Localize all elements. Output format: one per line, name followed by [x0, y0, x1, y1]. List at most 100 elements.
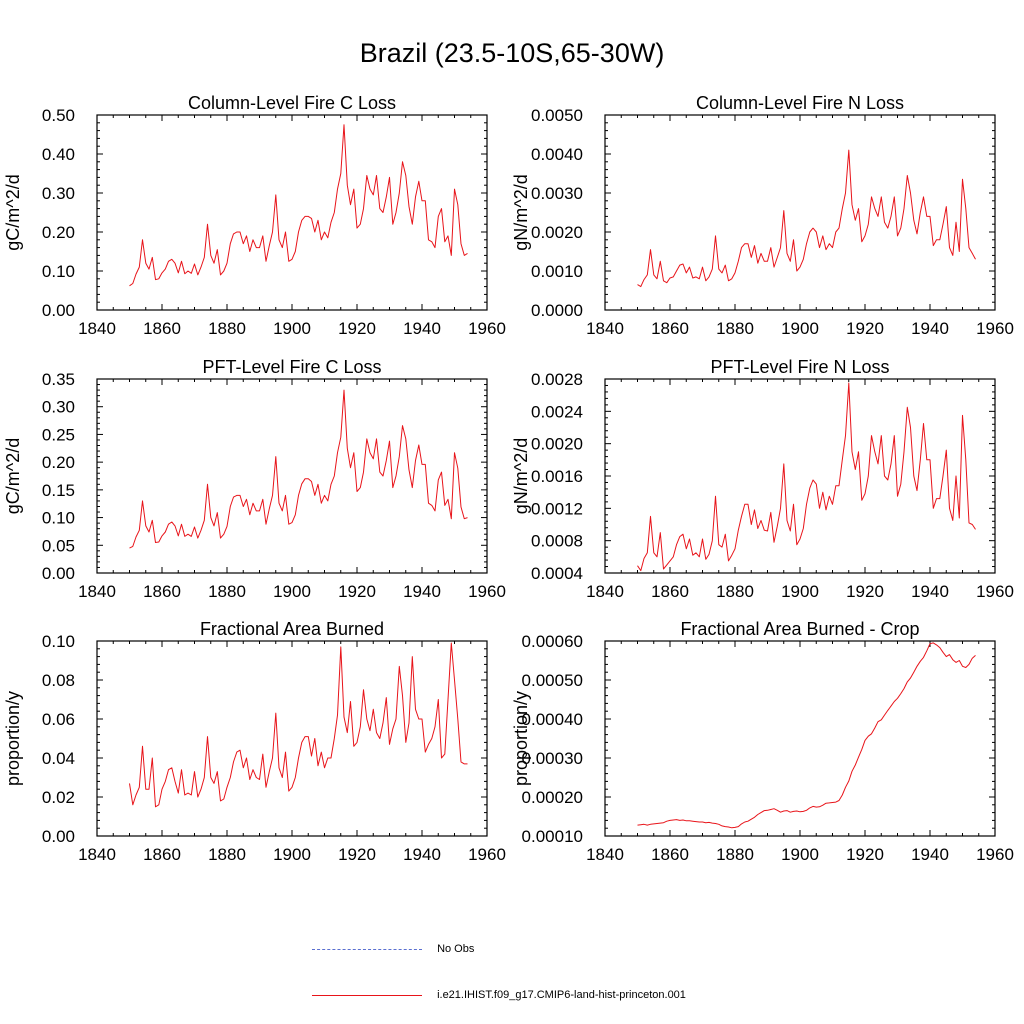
y-tick-label: 0.0028 — [531, 370, 583, 389]
x-tick-label: 1960 — [976, 582, 1014, 601]
y-tick-label: 0.0050 — [531, 106, 583, 125]
x-tick-label: 1900 — [781, 582, 819, 601]
y-tick-label: 0.05 — [42, 536, 75, 555]
y-tick-label: 0.04 — [42, 749, 75, 768]
y-tick-label: 0.40 — [42, 145, 75, 164]
y-tick-label: 0.30 — [42, 398, 75, 417]
series-line — [637, 642, 976, 829]
x-tick-label: 1920 — [846, 845, 884, 864]
y-tick-label: 0.30 — [42, 184, 75, 203]
x-tick-label: 1900 — [781, 319, 819, 338]
y-tick-label: 0.10 — [42, 632, 75, 651]
x-tick-label: 1860 — [651, 845, 689, 864]
y-axis-label: proportion/y — [3, 691, 23, 786]
plot-frame — [96, 114, 488, 311]
x-tick-label: 1940 — [911, 319, 949, 338]
x-tick-label: 1920 — [338, 319, 376, 338]
y-axis-label: gC/m^2/d — [3, 438, 23, 514]
y-tick-label: 0.00040 — [522, 710, 583, 729]
y-tick-label: 0.00 — [42, 564, 75, 583]
x-tick-label: 1860 — [143, 582, 181, 601]
y-tick-label: 0.20 — [42, 223, 75, 242]
y-tick-label: 0.00050 — [522, 671, 583, 690]
x-tick-label: 1840 — [78, 319, 116, 338]
x-tick-label: 1900 — [273, 582, 311, 601]
y-tick-label: 0.0020 — [531, 223, 583, 242]
x-tick-label: 1960 — [468, 319, 506, 338]
x-tick-label: 1840 — [586, 582, 624, 601]
y-tick-label: 0.0004 — [531, 564, 583, 583]
y-tick-label: 0.25 — [42, 425, 75, 444]
y-tick-label: 0.08 — [42, 671, 75, 690]
x-tick-label: 1880 — [208, 319, 246, 338]
x-tick-label: 1940 — [403, 845, 441, 864]
y-tick-label: 0.0010 — [531, 262, 583, 281]
x-tick-label: 1840 — [586, 319, 624, 338]
y-axis-label: gC/m^2/d — [3, 174, 23, 250]
y-tick-label: 0.50 — [42, 106, 75, 125]
y-tick-label: 0.06 — [42, 710, 75, 729]
y-tick-label: 0.15 — [42, 481, 75, 500]
y-tick-label: 0.0030 — [531, 184, 583, 203]
plot-frame — [96, 378, 488, 574]
y-tick-label: 0.10 — [42, 509, 75, 528]
y-tick-label: 0.00060 — [522, 632, 583, 651]
y-tick-label: 0.0012 — [531, 499, 583, 518]
x-tick-label: 1840 — [78, 845, 116, 864]
chart-panel-2: Column-Level Fire N Loss gN/m^2/d 1840 1860… — [511, 93, 1014, 338]
x-tick-label: 1960 — [468, 845, 506, 864]
panel-title: Fractional Area Burned - Crop — [680, 619, 919, 639]
x-tick-label: 1920 — [338, 845, 376, 864]
panel-title: PFT-Level Fire C Loss — [202, 357, 381, 377]
x-tick-label: 1940 — [403, 319, 441, 338]
y-tick-label: 0.00020 — [522, 788, 583, 807]
y-axis-label: gN/m^2/d — [511, 174, 531, 250]
x-tick-label: 1960 — [976, 319, 1014, 338]
legend-item-obs: No Obs — [312, 943, 474, 955]
x-tick-label: 1840 — [78, 582, 116, 601]
series-line — [129, 124, 468, 287]
chart-panel-5: Fractional Area Burned proportion/y 1840 18… — [3, 619, 506, 864]
x-tick-label: 1940 — [911, 845, 949, 864]
y-tick-label: 0.00 — [42, 827, 75, 846]
x-tick-label: 1860 — [143, 845, 181, 864]
y-tick-label: 0.00010 — [522, 827, 583, 846]
y-tick-label: 0.0040 — [531, 145, 583, 164]
y-tick-label: 0.0020 — [531, 435, 583, 454]
x-tick-label: 1840 — [586, 845, 624, 864]
x-tick-label: 1880 — [208, 582, 246, 601]
x-tick-label: 1920 — [846, 582, 884, 601]
legend-label-obs: No Obs — [437, 943, 475, 955]
y-tick-label: 0.0000 — [531, 301, 583, 320]
y-tick-label: 0.00 — [42, 301, 75, 320]
y-axis-label: gN/m^2/d — [511, 438, 531, 514]
y-tick-label: 0.0008 — [531, 532, 583, 551]
y-tick-label: 0.35 — [42, 370, 75, 389]
x-tick-label: 1900 — [781, 845, 819, 864]
x-tick-label: 1880 — [716, 845, 754, 864]
legend-item-model: i.e21.IHIST.f09_g17.CMIP6-land-hist-prin… — [312, 989, 686, 1001]
y-axis-label: proportion/y — [511, 691, 531, 786]
y-tick-label: 0.20 — [42, 453, 75, 472]
series-line — [637, 149, 976, 288]
chart-panel-6: Fractional Area Burned - Crop proportion/… — [511, 619, 1014, 864]
x-tick-label: 1860 — [651, 582, 689, 601]
panel-title: Column-Level Fire N Loss — [696, 93, 904, 113]
x-tick-label: 1940 — [403, 582, 441, 601]
chart-panel-3: PFT-Level Fire C Loss gC/m^2/d 1840 1860 188… — [3, 357, 506, 601]
x-tick-label: 1900 — [273, 319, 311, 338]
y-tick-label: 0.00030 — [522, 749, 583, 768]
series-line — [129, 642, 468, 808]
panel-title: PFT-Level Fire N Loss — [710, 357, 889, 377]
legend-swatch-solid — [312, 994, 422, 996]
y-tick-label: 0.0016 — [531, 467, 583, 486]
series-line — [129, 389, 468, 549]
plot-frame — [604, 640, 996, 837]
x-tick-label: 1880 — [208, 845, 246, 864]
chart-panel-4: PFT-Level Fire N Loss gN/m^2/d 1840 1860 188… — [511, 357, 1014, 601]
y-tick-label: 0.02 — [42, 788, 75, 807]
chart-panel-1: Column-Level Fire C Loss gC/m^2/d 1840 1860… — [3, 93, 506, 338]
plot-frame — [604, 378, 996, 574]
series-line — [637, 382, 976, 572]
